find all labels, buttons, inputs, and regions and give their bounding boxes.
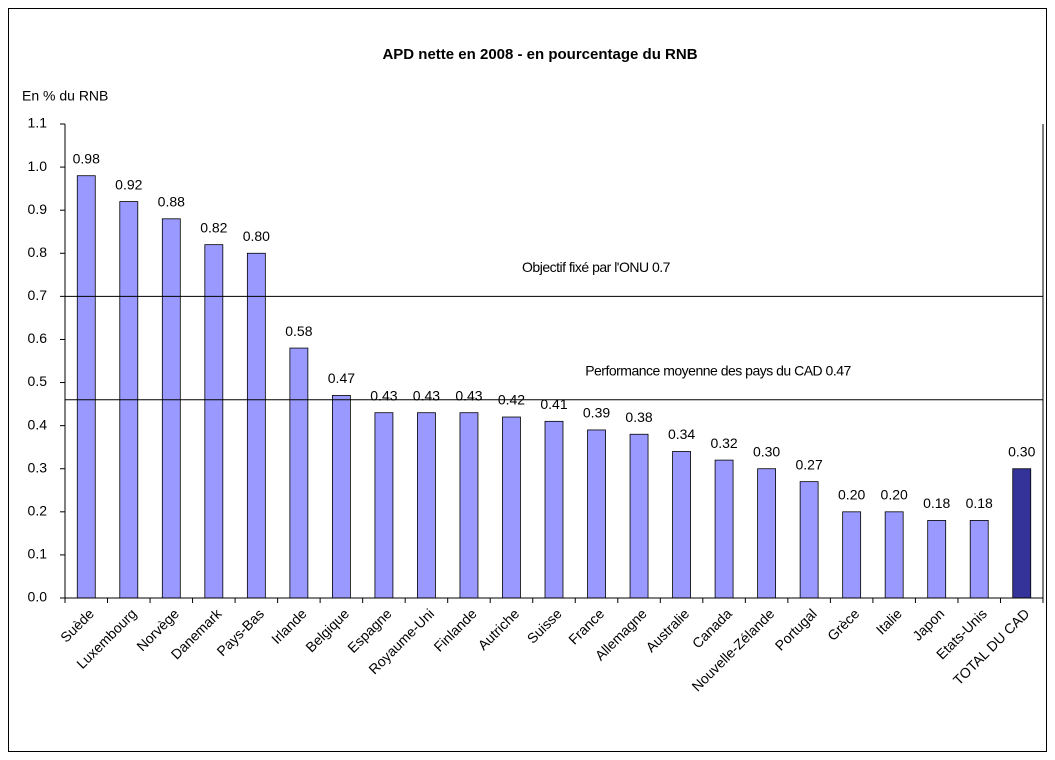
y-tick-label: 0.6 [28,330,48,346]
data-label: 0.41 [540,396,567,412]
bar [1012,468,1032,599]
bar [76,175,96,599]
data-label: 0.18 [923,495,950,511]
data-label: 0.58 [285,323,312,339]
bar [799,481,819,599]
bar [757,468,777,599]
bar [714,459,734,599]
data-label: 0.92 [115,176,142,192]
bar [204,244,224,599]
bar [459,412,479,599]
reference-label: Performance moyenne des pays du CAD 0.47 [585,362,851,378]
data-label: 0.30 [1008,443,1035,459]
bar [842,511,862,599]
data-label: 0.34 [668,426,695,442]
y-tick-label: 0.9 [28,201,48,217]
y-tick-label: 0.2 [28,503,48,519]
reference-label: Objectif fixé par l'ONU 0.7 [522,259,671,275]
data-label: 0.30 [753,443,780,459]
y-tick-label: 0.3 [28,459,48,475]
data-label: 0.98 [73,150,100,166]
bar [289,347,309,599]
bar [629,433,649,599]
data-label: 0.43 [413,387,440,403]
data-label: 0.38 [625,409,652,425]
data-label: 0.80 [243,228,270,244]
bar [161,218,181,599]
chart-title: APD nette en 2008 - en pourcentage du RN… [382,46,697,63]
y-tick-label: 1.1 [28,115,48,131]
bar [969,520,989,599]
bar [884,511,904,599]
data-label: 0.43 [370,387,397,403]
y-tick-label: 0.5 [28,373,48,389]
data-label: 0.32 [710,435,737,451]
y-tick-label: 0.7 [28,287,48,303]
data-label: 0.27 [796,456,823,472]
data-label: 0.20 [838,487,865,503]
y-axis-label: En % du RNB [22,88,108,104]
bar [417,412,436,599]
bar [502,416,521,599]
bar [927,520,947,599]
bar [246,252,266,599]
chart-frame [8,8,1047,752]
data-label: 0.88 [158,194,185,210]
bar [331,395,351,599]
bar [544,420,564,599]
y-tick-label: 0.1 [28,546,48,562]
y-tick-label: 1.0 [28,158,48,174]
data-label: 0.43 [455,387,482,403]
data-label: 0.82 [200,219,227,235]
data-label: 0.18 [966,495,993,511]
y-tick-label: 0.8 [28,244,48,260]
y-tick-label: 0.4 [28,416,48,432]
bar [672,451,691,599]
data-label: 0.39 [583,405,610,421]
bar [374,412,394,599]
bar [587,429,606,599]
y-tick-label: 0.0 [28,589,48,605]
data-label: 0.20 [881,487,908,503]
data-label: 0.47 [328,370,355,386]
